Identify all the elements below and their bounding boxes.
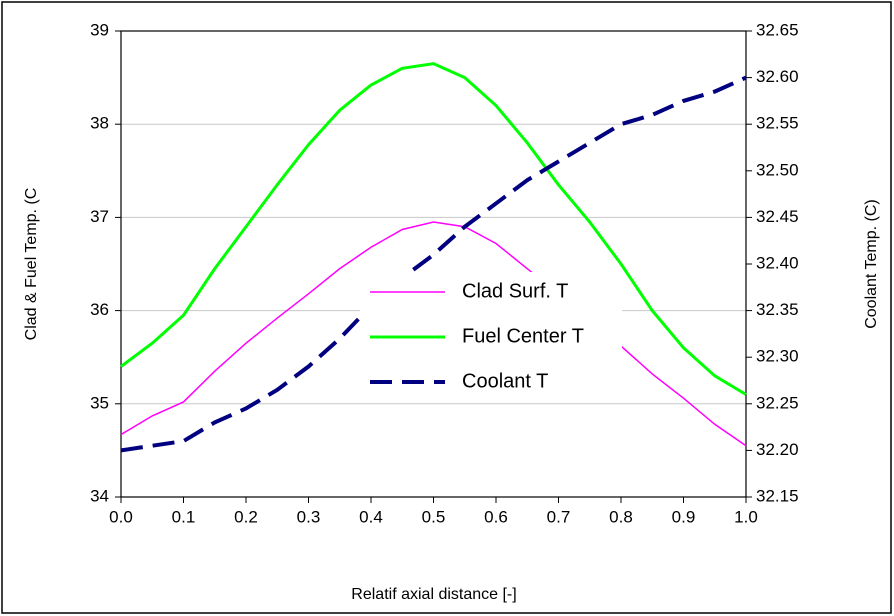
x-tick-label: 0.7 <box>547 507 571 526</box>
y2-tick-label: 32.65 <box>756 20 799 39</box>
y2-tick-label: 32.25 <box>756 393 799 412</box>
y-tick-label: 35 <box>90 393 109 412</box>
x-tick-label: 0.5 <box>422 507 446 526</box>
x-tick-label: 0.2 <box>234 507 258 526</box>
y2-tick-label: 32.30 <box>756 347 799 366</box>
x-tick-label: 0.6 <box>484 507 508 526</box>
y2-tick-label: 32.55 <box>756 114 799 133</box>
y-tick-label: 39 <box>90 20 109 39</box>
x-axis-label: Relatif axial distance [-] <box>351 586 516 603</box>
y-tick-label: 37 <box>90 207 109 226</box>
plot-area <box>120 30 747 498</box>
series-line <box>120 62 747 396</box>
x-tick-label: 0.8 <box>609 507 633 526</box>
y2-tick-label: 32.40 <box>756 253 799 272</box>
y2-tick-label: 32.50 <box>756 160 799 179</box>
legend-label: Coolant T <box>462 370 548 392</box>
x-tick-label: 0.3 <box>297 507 321 526</box>
legend-label: Clad Surf. T <box>462 280 568 302</box>
y-tick-label: 36 <box>90 300 109 319</box>
series-line <box>120 221 747 447</box>
y-axis-label: Clad & Fuel Temp. (C <box>23 188 40 341</box>
y2-tick-label: 32.15 <box>756 486 799 505</box>
series-line <box>120 75 747 453</box>
y2-tick-label: 32.20 <box>756 440 799 459</box>
x-tick-label: 0.9 <box>672 507 696 526</box>
x-tick-label: 0.1 <box>172 507 196 526</box>
y-tick-label: 38 <box>90 114 109 133</box>
y-tick-label: 34 <box>90 486 109 505</box>
y2-tick-label: 32.35 <box>756 300 799 319</box>
legend-label: Fuel Center T <box>462 325 584 347</box>
x-tick-label: 0.4 <box>359 507 383 526</box>
x-tick-label: 0.0 <box>109 507 133 526</box>
x-tick-label: 1.0 <box>734 507 758 526</box>
y2-tick-label: 32.60 <box>756 67 799 86</box>
y2-axis-label: Coolant Temp. (C) <box>863 199 880 329</box>
y2-tick-label: 32.45 <box>756 207 799 226</box>
